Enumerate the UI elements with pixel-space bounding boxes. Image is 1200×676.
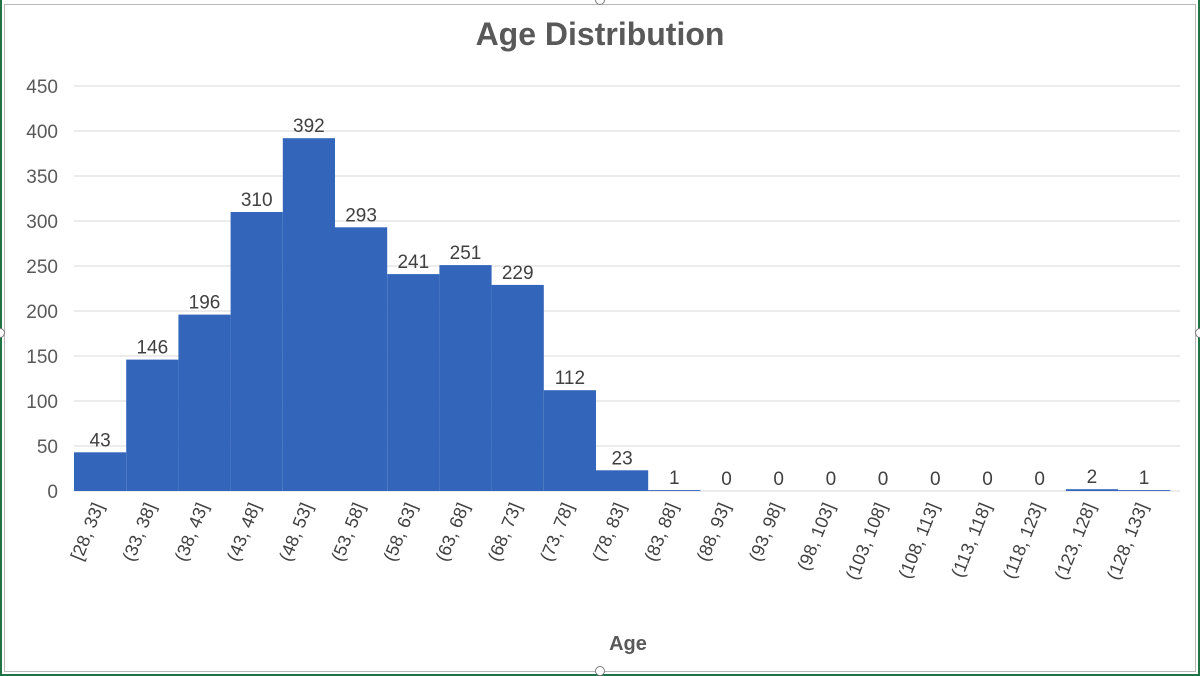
x-tick-label: (58, 63] bbox=[380, 500, 421, 564]
x-tick-label: (118, 123] bbox=[999, 500, 1047, 581]
histogram-bar[interactable] bbox=[178, 314, 231, 491]
y-tick-label: 150 bbox=[26, 347, 58, 368]
data-label: 0 bbox=[1034, 469, 1045, 490]
data-label: 0 bbox=[878, 469, 889, 490]
data-label: 0 bbox=[721, 469, 732, 490]
x-tick-label: (88, 93] bbox=[693, 500, 734, 564]
y-tick-label: 100 bbox=[26, 392, 58, 413]
y-tick-label: 450 bbox=[26, 77, 58, 98]
x-axis-title: Age bbox=[609, 633, 647, 655]
sheet-border-right bbox=[1198, 0, 1200, 676]
y-tick-label: 200 bbox=[26, 302, 58, 323]
x-tick-label: (73, 78] bbox=[536, 500, 577, 564]
data-label: 0 bbox=[982, 469, 993, 490]
x-tick-label: (63, 68] bbox=[432, 500, 473, 564]
data-label: 310 bbox=[241, 190, 273, 211]
data-label: 196 bbox=[189, 293, 221, 314]
histogram-bar[interactable] bbox=[648, 490, 701, 491]
data-label: 0 bbox=[930, 469, 941, 490]
histogram-bar[interactable] bbox=[126, 359, 179, 491]
histogram-bar[interactable] bbox=[74, 452, 127, 491]
data-label: 146 bbox=[136, 338, 168, 359]
x-tick-label: (123, 128] bbox=[1051, 500, 1100, 583]
data-label: 43 bbox=[90, 430, 111, 451]
histogram-bar[interactable] bbox=[230, 212, 283, 491]
data-label: 392 bbox=[293, 116, 325, 137]
resize-handle-right[interactable] bbox=[1195, 328, 1200, 338]
histogram-bar[interactable] bbox=[491, 284, 544, 491]
histogram-bar[interactable] bbox=[1065, 489, 1118, 491]
y-tick-label: 250 bbox=[26, 257, 58, 278]
y-tick-label: 0 bbox=[47, 482, 58, 503]
data-label: 2 bbox=[1087, 467, 1098, 488]
resize-handle-bottom[interactable] bbox=[595, 666, 605, 676]
bars bbox=[74, 138, 1171, 492]
data-labels: 43 146 196 310 392 293 241 251 229 112 23 1 0 0 0 0 0 0 0 2… bbox=[90, 116, 1150, 490]
histogram-bar[interactable] bbox=[387, 274, 440, 491]
data-label: 0 bbox=[773, 469, 784, 490]
x-tick-label: (43, 48] bbox=[223, 500, 264, 564]
x-tick-label: (103, 108] bbox=[842, 500, 891, 583]
x-tick-label: (128, 133] bbox=[1103, 500, 1152, 583]
y-tick-label: 400 bbox=[26, 122, 58, 143]
sheet-border-left bbox=[0, 0, 2, 676]
x-tick-label: (93, 98] bbox=[745, 500, 786, 564]
data-label: 0 bbox=[826, 469, 837, 490]
histogram-bar[interactable] bbox=[335, 227, 388, 492]
histogram-bar[interactable] bbox=[543, 390, 596, 491]
data-label: 229 bbox=[502, 263, 534, 284]
x-tick-label: (83, 88] bbox=[641, 500, 682, 564]
histogram-bar[interactable] bbox=[282, 138, 335, 491]
y-axis-ticks: 0 50 100 150 200 250 300 350 400 450 bbox=[26, 77, 58, 503]
data-label: 23 bbox=[612, 448, 633, 469]
histogram-bar[interactable] bbox=[1118, 490, 1171, 491]
data-label: 251 bbox=[450, 243, 482, 264]
x-tick-label: (48, 53] bbox=[275, 500, 316, 564]
data-label: 293 bbox=[345, 205, 377, 226]
data-label: 1 bbox=[1139, 468, 1150, 489]
histogram-bar[interactable] bbox=[596, 470, 649, 491]
y-tick-label: 50 bbox=[37, 437, 58, 458]
x-tick-label: [28, 33] bbox=[67, 500, 108, 563]
y-tick-label: 350 bbox=[26, 167, 58, 188]
x-tick-label: (53, 58] bbox=[327, 500, 368, 564]
x-tick-label: (78, 83] bbox=[588, 500, 629, 564]
x-tick-label: (108, 113] bbox=[895, 500, 943, 581]
x-tick-label: (38, 43] bbox=[171, 500, 212, 564]
histogram-bar[interactable] bbox=[439, 265, 492, 491]
x-tick-label: (33, 38] bbox=[119, 500, 160, 564]
x-tick-label: (98, 103] bbox=[793, 500, 838, 573]
x-tick-label: (68, 73] bbox=[484, 500, 525, 564]
data-label: 1 bbox=[669, 468, 680, 489]
data-label: 112 bbox=[555, 368, 585, 389]
data-label: 241 bbox=[397, 252, 429, 273]
y-tick-label: 300 bbox=[26, 212, 58, 233]
x-axis-ticks: [28, 33] (33, 38] (38, 43] (43, 48] (48, 53]… bbox=[67, 500, 1152, 583]
chart-title: Age Distribution bbox=[475, 16, 725, 52]
x-tick-label: (113, 118] bbox=[947, 500, 995, 580]
